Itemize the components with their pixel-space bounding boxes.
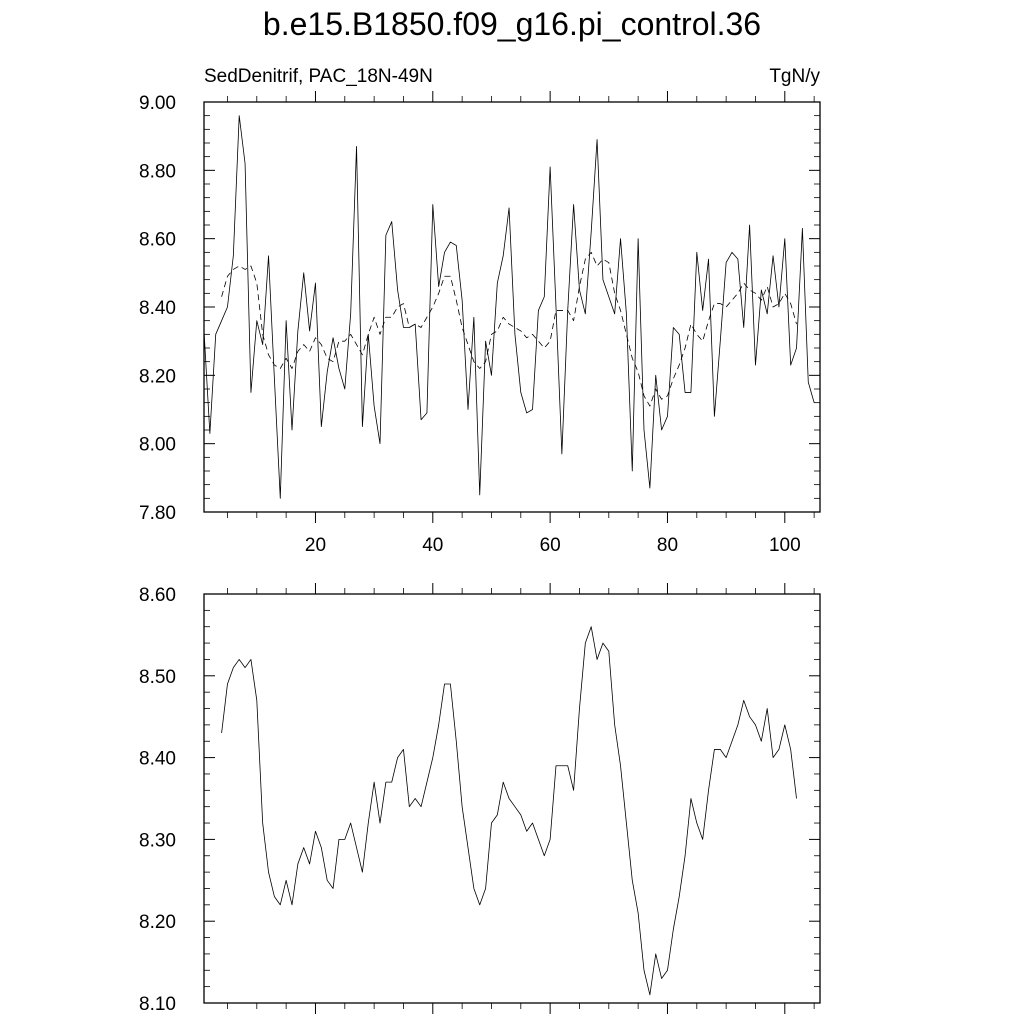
running-mean-line [221,251,797,407]
series-line [203,115,815,499]
y-tick-label: 8.20 [139,912,176,933]
y-tick-label: 9.00 [139,93,176,114]
x-tick-label: 100 [769,535,801,556]
y-tick-label: 8.80 [139,161,176,182]
plot-frame [203,101,821,513]
plot-frame [203,593,821,1004]
y-tick-label: 7.80 [139,503,176,524]
series-line [221,626,797,996]
x-tick-label: 80 [657,535,678,556]
x-tick-label: 60 [540,535,561,556]
y-tick-label: 8.10 [139,994,176,1015]
top-panel: 7.80 8.00 8.20 8.40 8.60 8.80 9.00 20 40 60 80 100 [139,91,821,556]
y-tick-label: 8.40 [139,749,176,770]
y-tick-label: 8.60 [139,230,176,251]
y-tick-label: 8.30 [139,830,176,851]
x-tick-label: 20 [305,535,326,556]
variable-region-label: SedDenitrif, PAC_18N-49N [204,66,433,87]
y-tick-label: 8.40 [139,298,176,319]
y-tick-label: 8.00 [139,435,176,456]
figure-title: b.e15.B1850.f09_g16.pi_control.36 [262,6,762,42]
bottom-panel: 8.10 8.20 8.30 8.40 8.50 8.60 [139,583,821,1015]
y-tick-label: 8.50 [139,667,176,688]
units-label: TgN/y [769,66,820,87]
y-tick-label: 8.20 [139,366,176,387]
y-tick-label: 8.60 [139,585,176,606]
x-tick-label: 40 [422,535,443,556]
